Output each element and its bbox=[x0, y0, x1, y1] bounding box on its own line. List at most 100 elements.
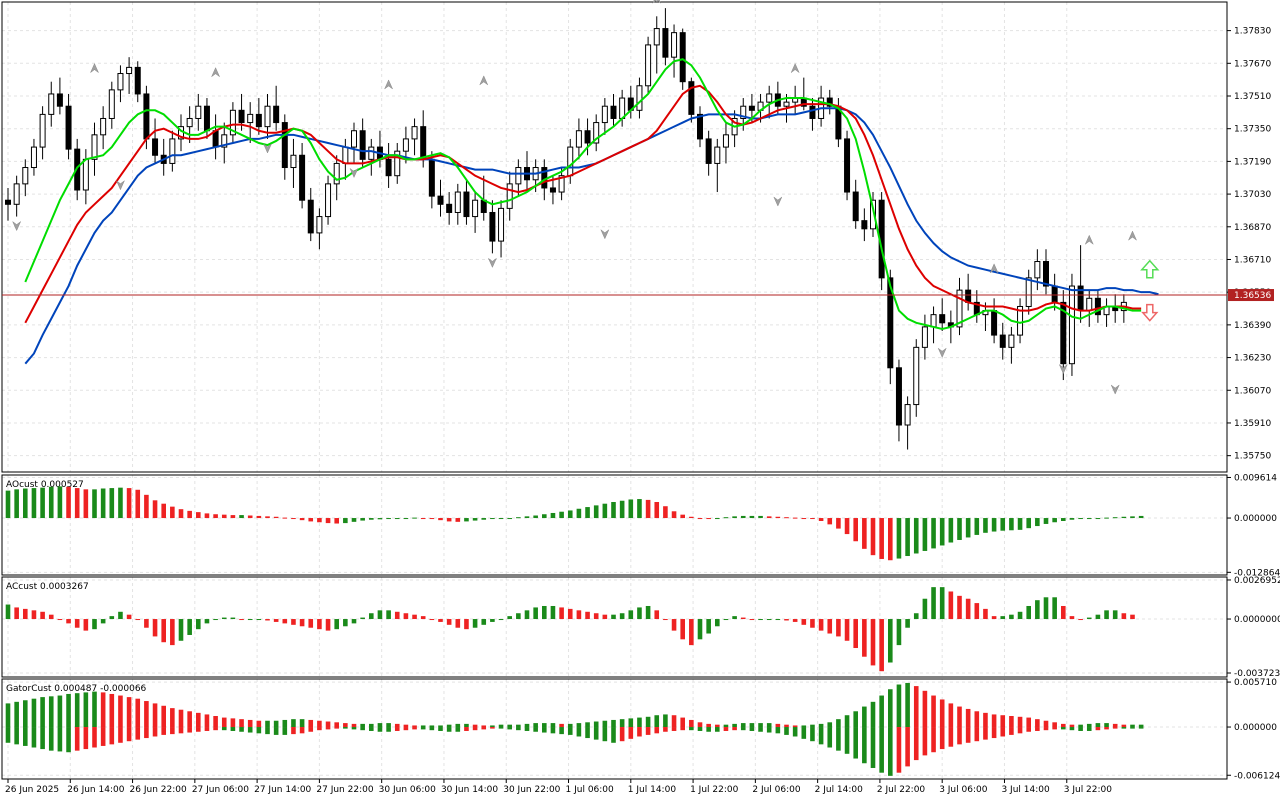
candle-body bbox=[610, 105, 617, 119]
ao-bar bbox=[317, 518, 322, 523]
price-pane-frame bbox=[1, 1, 1228, 473]
gator-upper-bar bbox=[559, 723, 564, 728]
ac-bar bbox=[351, 619, 357, 624]
candle-body bbox=[1086, 297, 1093, 312]
candle-body bbox=[826, 97, 833, 107]
ac-bar bbox=[818, 619, 824, 631]
gator-upper-bar bbox=[351, 723, 357, 728]
ac-bar bbox=[455, 619, 461, 628]
ao-bar bbox=[957, 518, 962, 540]
gator-upper-bar bbox=[481, 725, 487, 728]
gator-upper-bar bbox=[516, 724, 521, 728]
ac-bar bbox=[317, 619, 322, 630]
gator-upper-bar bbox=[1009, 716, 1014, 728]
ac-bar bbox=[533, 607, 538, 620]
ao-bar bbox=[126, 488, 132, 519]
ac-bar bbox=[57, 619, 63, 621]
ao-bar bbox=[152, 500, 158, 519]
gator-upper-bar bbox=[593, 721, 599, 728]
candle-body bbox=[688, 81, 695, 115]
gator-upper-bar bbox=[1017, 716, 1023, 728]
ac-bar bbox=[126, 614, 132, 620]
ac-bar bbox=[619, 613, 625, 620]
ao-bar bbox=[455, 518, 461, 522]
ac-bar bbox=[394, 611, 400, 620]
gator-lower-bar bbox=[152, 727, 158, 737]
gator-upper-bar bbox=[446, 724, 452, 728]
ac-bar bbox=[1043, 597, 1049, 620]
ao-bar bbox=[818, 518, 824, 521]
ao-bar bbox=[905, 518, 910, 557]
gator-lower-bar bbox=[888, 727, 893, 776]
ac-bar bbox=[732, 616, 737, 620]
fractal-down-marker bbox=[1058, 363, 1068, 375]
ao-bar bbox=[14, 489, 19, 519]
gator-lower-bar bbox=[836, 727, 841, 751]
ac-bar bbox=[144, 619, 149, 628]
gator-lower-bar bbox=[403, 727, 409, 731]
ao-bar bbox=[896, 518, 902, 559]
ac-bar bbox=[100, 619, 106, 624]
time-tick-label: 2 Jul 14:00 bbox=[815, 785, 864, 795]
gator-lower-bar bbox=[74, 727, 80, 751]
ao-bar bbox=[550, 512, 556, 519]
ao-pane[interactable]: AOcust 0.000527 0.009614 0.000000 -0.01286… bbox=[1, 473, 1280, 578]
price-tick-label: 1.35750 bbox=[1234, 452, 1271, 462]
candle-body bbox=[454, 191, 461, 213]
ac-bar bbox=[74, 619, 80, 628]
ac-pane[interactable]: ACcust 0.0003267 0.0026952 0.0000000 -0.00… bbox=[1, 576, 1280, 679]
gator-upper-bar bbox=[740, 723, 746, 728]
candle-body bbox=[22, 167, 29, 185]
ao-bar bbox=[196, 512, 201, 519]
gator-lower-bar bbox=[542, 727, 547, 733]
ao-bar bbox=[386, 518, 391, 520]
gator-lower-bar bbox=[1095, 727, 1101, 731]
ac-bar bbox=[628, 610, 634, 620]
ao-bar bbox=[879, 518, 884, 559]
ao-pane-frame bbox=[1, 474, 1228, 576]
gator-upper-bar bbox=[334, 722, 339, 728]
ac-bar bbox=[1009, 614, 1014, 620]
ao-bar bbox=[464, 518, 469, 522]
time-tick-label: 3 Jul 06:00 bbox=[939, 785, 988, 795]
candle-body bbox=[584, 130, 591, 144]
axis-tick-label: -0.006124 bbox=[1234, 771, 1280, 781]
time-tick-label: 1 Jul 06:00 bbox=[566, 785, 615, 795]
gator-lower-bar bbox=[360, 727, 365, 731]
gator-lower-bar bbox=[913, 727, 919, 761]
gator-upper-bar bbox=[230, 718, 236, 728]
ao-bar bbox=[706, 518, 711, 520]
candle-body bbox=[39, 113, 46, 148]
alligator-lines bbox=[24, 58, 1159, 365]
ac-bar bbox=[369, 613, 374, 620]
time-tick-label: 30 Jun 06:00 bbox=[379, 785, 436, 795]
fractal-down-marker bbox=[1110, 384, 1120, 395]
ac-bar bbox=[827, 619, 833, 634]
ao-bar bbox=[446, 518, 452, 522]
ao-bar bbox=[48, 486, 54, 519]
alligator-teeth-line bbox=[24, 84, 1142, 324]
gator-lower-bar bbox=[221, 727, 227, 731]
gator-lower-bar bbox=[645, 727, 651, 735]
gator-pane-frame bbox=[1, 678, 1228, 780]
gator-lower-bar bbox=[611, 727, 616, 743]
gator-upper-bar bbox=[585, 722, 590, 728]
ac-bar bbox=[542, 605, 547, 620]
price-pane[interactable]: 1.37830 1.37670 1.37510 1.37350 1.37190 1.370… bbox=[1, 0, 1274, 473]
gator-lower-bar bbox=[394, 727, 400, 731]
candle-body bbox=[238, 109, 245, 124]
ac-bar bbox=[671, 619, 677, 631]
gator-upper-bar bbox=[654, 715, 660, 728]
gator-lower-bar bbox=[801, 727, 807, 739]
gator-upper-bar bbox=[343, 723, 348, 728]
ac-bar bbox=[213, 619, 218, 621]
ac-histogram bbox=[5, 587, 1135, 672]
gator-lower-bar bbox=[265, 727, 270, 735]
gator-pane[interactable]: GatorCust 0.000487 -0.000066 0.0057100.0… bbox=[1, 678, 1280, 781]
gator-upper-bar bbox=[109, 693, 115, 728]
candle-body bbox=[247, 113, 254, 124]
gator-lower-bar bbox=[1069, 727, 1075, 731]
ao-bar bbox=[1121, 516, 1127, 519]
price-tick-label: 1.37510 bbox=[1234, 92, 1271, 102]
